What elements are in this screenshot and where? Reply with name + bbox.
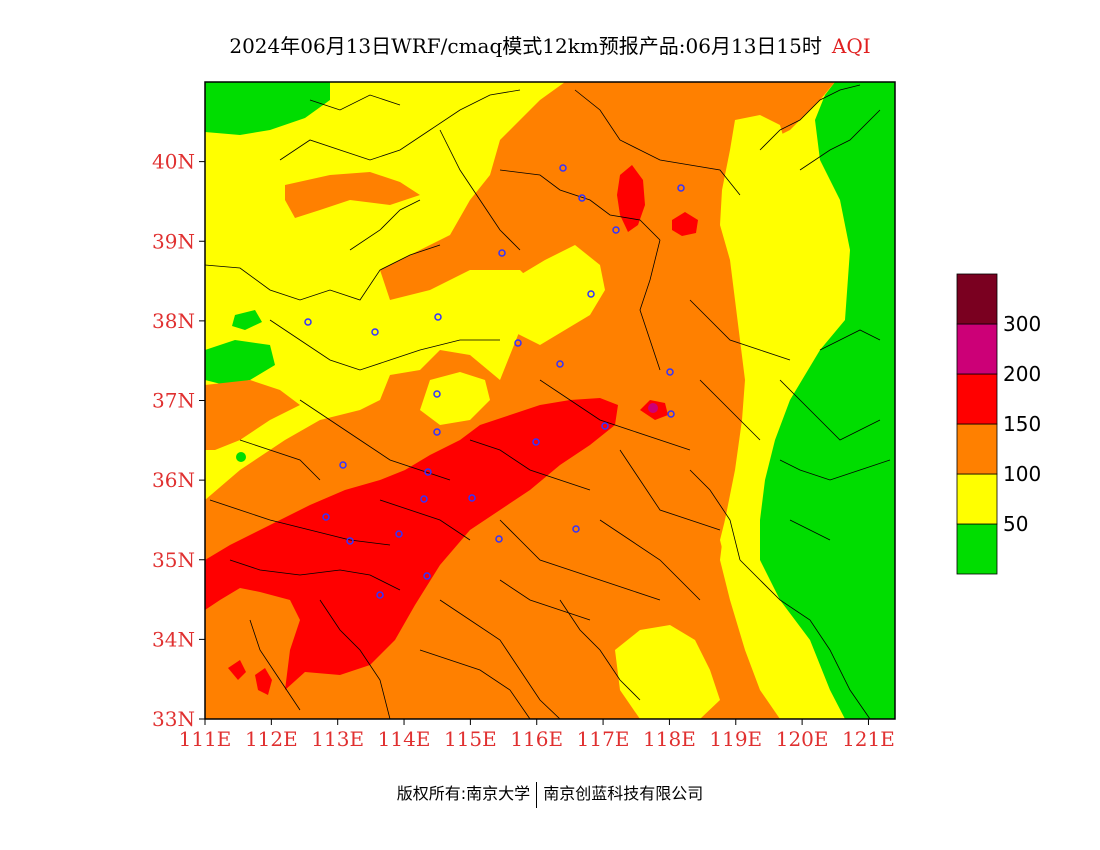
title-text: 2024年06月13日WRF/cmaq模式12km预报产品:06月13日15时: [229, 34, 822, 58]
station-markers: [304, 164, 685, 599]
company-text: 南京创蓝科技有限公司: [543, 784, 704, 803]
copyright-text: 版权所有:南京大学: [396, 784, 531, 803]
field-good-patch-west: [205, 340, 275, 385]
legend-label: 100: [1003, 462, 1041, 486]
footer: 版权所有:南京大学 南京创蓝科技有限公司: [0, 780, 1100, 808]
station-marker: [556, 360, 564, 368]
legend-label: 300: [1003, 312, 1041, 336]
y-tick-label: 39N: [152, 229, 195, 253]
legend-swatch: [956, 273, 998, 325]
x-tick-label: 112E: [245, 727, 298, 751]
station-marker: [304, 318, 312, 326]
field-unhealthy-patch2: [255, 668, 272, 695]
station-marker: [424, 468, 432, 476]
station-marker: [495, 535, 503, 543]
legend-label: 50: [1003, 512, 1028, 536]
field-unhealthy-north: [617, 165, 645, 232]
station-marker: [612, 226, 620, 234]
y-tick-label: 40N: [152, 150, 195, 174]
station-marker: [532, 438, 540, 446]
field-moderate-island-mid: [420, 372, 490, 425]
station-marker: [376, 591, 384, 599]
field-moderate-southeast: [615, 625, 720, 719]
legend-swatch: [956, 423, 998, 475]
station-marker: [468, 494, 476, 502]
aqi-fields: [205, 82, 895, 719]
field-good-east: [760, 82, 895, 719]
y-tick-label: 34N: [152, 627, 195, 651]
station-marker: [666, 368, 674, 376]
x-tick-label: 115E: [444, 727, 497, 751]
x-tick-label: 111E: [179, 727, 232, 751]
y-tick-label: 35N: [152, 548, 195, 572]
station-marker: [346, 537, 354, 545]
station-marker: [395, 530, 403, 538]
footer-divider: [536, 781, 538, 808]
x-tick-label: 119E: [709, 727, 762, 751]
x-tick-label: 116E: [510, 727, 563, 751]
x-tick-label: 118E: [643, 727, 696, 751]
station-marker: [371, 328, 379, 336]
station-marker: [433, 390, 441, 398]
station-marker: [423, 572, 431, 580]
station-marker: [498, 249, 506, 257]
field-usg-northwest: [285, 172, 420, 218]
station-marker: [677, 184, 685, 192]
field-good-north: [205, 82, 330, 135]
station-marker: [433, 428, 441, 436]
legend-swatch: [956, 323, 998, 375]
admin-boundaries: [205, 84, 891, 719]
aqi-legend: 50 100 150 200 300: [956, 273, 1041, 575]
x-tick-label: 121E: [842, 727, 895, 751]
chart-title: 2024年06月13日WRF/cmaq模式12km预报产品:06月13日15时 A…: [0, 30, 1100, 59]
station-marker: [420, 495, 428, 503]
y-tick-label: 37N: [152, 389, 195, 413]
y-tick-label: 38N: [152, 309, 195, 333]
legend-swatch: [956, 373, 998, 425]
legend-swatch: [956, 473, 998, 525]
station-marker: [667, 410, 675, 418]
legend-label: 200: [1003, 362, 1041, 386]
station-marker: [601, 422, 609, 430]
legend-label: 150: [1003, 412, 1041, 436]
station-marker: [578, 194, 586, 202]
field-unhealthy-ne: [672, 212, 698, 236]
variable-label: AQI: [831, 34, 871, 58]
axis-ticks: 111E 112E 113E 114E 115E 116E 117E 118E 119E 120E…: [152, 150, 895, 751]
field-moderate-northeast: [720, 115, 790, 225]
field-moderate-east-strip: [720, 380, 805, 719]
field-good-dot: [236, 452, 246, 462]
field-unhealthy-patch1: [228, 660, 246, 680]
station-marker: [339, 461, 347, 469]
station-marker: [559, 164, 567, 172]
field-usg-west: [205, 380, 300, 450]
x-tick-label: 114E: [378, 727, 431, 751]
y-tick-label: 33N: [152, 707, 195, 731]
station-marker: [434, 313, 442, 321]
x-tick-label: 113E: [311, 727, 364, 751]
station-marker: [572, 525, 580, 533]
x-tick-label: 120E: [776, 727, 829, 751]
field-good-patch-west2: [232, 310, 262, 330]
field-unhealthy-band: [205, 398, 618, 690]
legend-swatch: [956, 523, 998, 575]
station-marker: [322, 513, 330, 521]
station-marker: [587, 290, 595, 298]
station-marker: [514, 339, 522, 347]
x-tick-label: 117E: [577, 727, 630, 751]
field-moderate-center: [490, 245, 605, 345]
field-very-unhealthy-spot: [648, 403, 658, 413]
y-tick-label: 36N: [152, 468, 195, 492]
